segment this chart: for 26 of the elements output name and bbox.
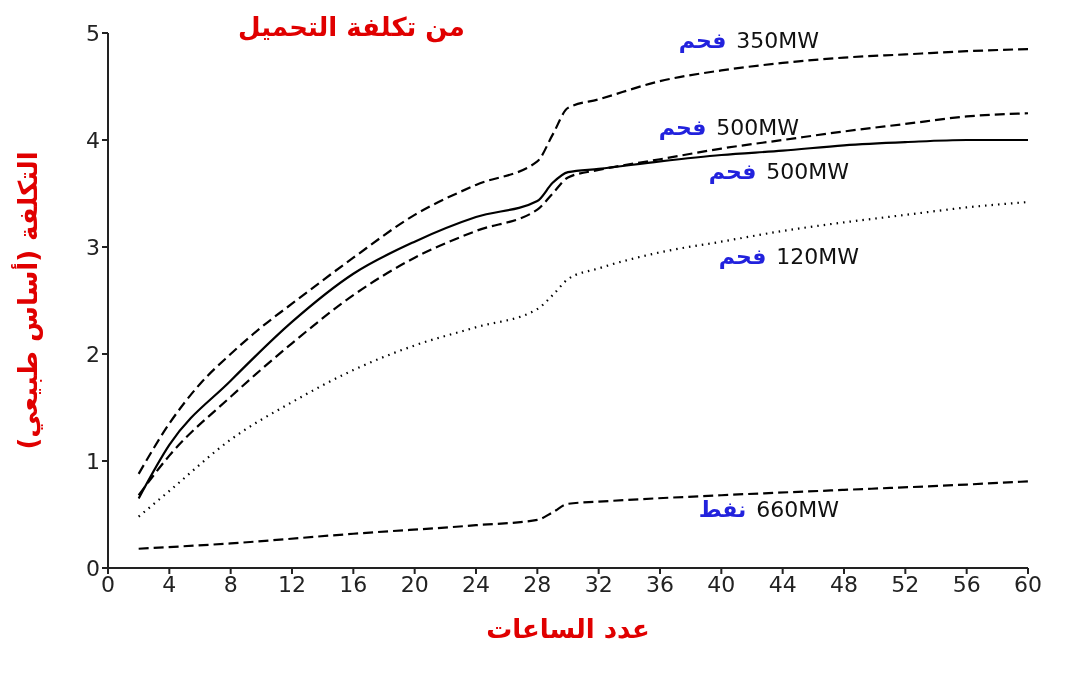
- x-tick-label: 20: [400, 571, 429, 597]
- y-tick-label: 0: [86, 555, 100, 581]
- x-axis-title: عدد الساعات: [486, 614, 650, 644]
- line-series: [137, 480, 1028, 550]
- x-tick-label: 32: [584, 571, 613, 597]
- x-tick-label: 24: [462, 571, 490, 597]
- x-tick-label: 60: [1014, 571, 1042, 597]
- x-tick-label: 12: [278, 571, 306, 597]
- x-tick-label: 40: [707, 571, 736, 597]
- y-axis-title: التكلفة (أساس طبيعي): [11, 151, 44, 450]
- x-tick-label: 36: [646, 571, 674, 597]
- line-series: [137, 200, 1028, 518]
- x-tick-label: 16: [339, 571, 368, 597]
- x-tick-label: 52: [891, 571, 920, 597]
- x-tick-label: 44: [768, 571, 797, 597]
- y-tick-label: 4: [86, 127, 100, 153]
- y-tick-label: 2: [86, 341, 100, 367]
- x-tick-label: 8: [223, 571, 238, 597]
- y-tick-label: 3: [86, 234, 100, 260]
- x-tick-label: 48: [830, 571, 858, 597]
- x-tick-label: 4: [162, 571, 177, 597]
- x-tick-label: 28: [523, 571, 552, 597]
- chart-title: من تكلفة التحميل: [238, 12, 465, 42]
- y-tick-label: 5: [86, 20, 100, 46]
- x-tick-label: 56: [952, 571, 981, 597]
- y-tick-label: 1: [86, 448, 100, 474]
